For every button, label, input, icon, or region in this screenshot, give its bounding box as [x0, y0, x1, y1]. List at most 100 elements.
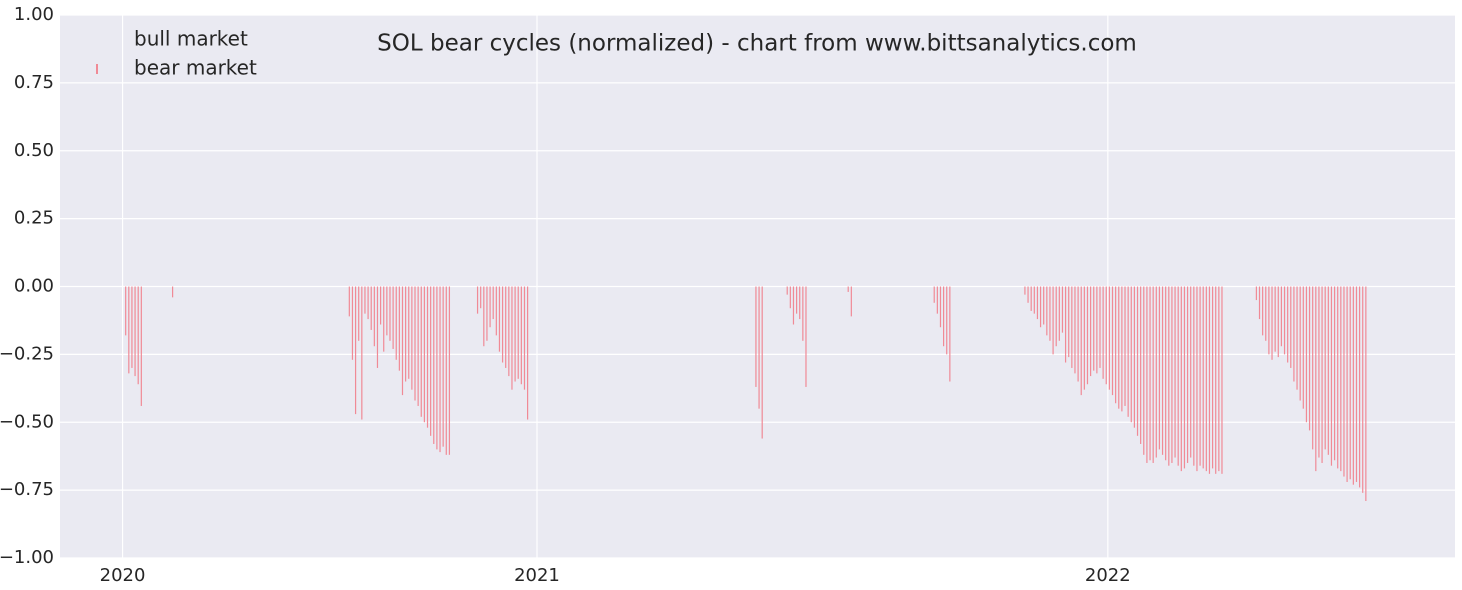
bar — [1024, 286, 1026, 295]
bar — [527, 286, 529, 420]
bar — [1124, 286, 1126, 406]
bar — [486, 286, 488, 341]
bar — [1130, 286, 1132, 423]
bar — [1174, 286, 1176, 458]
bar — [523, 286, 526, 390]
bar — [755, 286, 757, 387]
bar — [501, 286, 504, 363]
bar — [1043, 286, 1045, 325]
bar — [1080, 286, 1082, 396]
x-tick-label: 2022 — [1085, 565, 1131, 586]
bar — [398, 286, 400, 371]
bar — [1208, 286, 1211, 474]
bar — [1321, 286, 1323, 463]
bar — [1171, 286, 1173, 463]
y-tick-label: 0.00 — [14, 276, 54, 297]
bar — [1111, 286, 1114, 396]
bar — [1083, 286, 1085, 390]
bar — [1055, 286, 1057, 347]
bar — [1074, 286, 1076, 374]
bar — [1293, 286, 1295, 382]
bar — [1030, 286, 1032, 311]
bar — [1262, 286, 1264, 336]
y-tick-label: 1.00 — [14, 4, 54, 25]
bar — [137, 286, 139, 385]
y-tick-label: −0.50 — [0, 411, 54, 432]
bar — [1027, 286, 1029, 303]
bar — [1215, 286, 1217, 474]
bar — [1064, 286, 1067, 363]
bar — [1158, 286, 1161, 450]
bar — [411, 286, 413, 390]
bar — [805, 286, 807, 387]
bar — [128, 286, 130, 374]
bar — [1121, 286, 1123, 412]
bar — [1274, 286, 1276, 352]
bar — [1221, 286, 1223, 474]
bar — [939, 286, 942, 328]
bar — [802, 286, 804, 341]
bar — [1033, 286, 1035, 314]
bar — [386, 286, 388, 336]
bar — [383, 286, 385, 352]
bar — [1365, 286, 1367, 501]
bar — [134, 286, 136, 377]
bar — [1136, 286, 1139, 436]
bar — [1268, 286, 1270, 355]
bar — [348, 286, 350, 317]
bar — [792, 286, 795, 325]
bar — [847, 286, 849, 292]
bar — [389, 286, 391, 341]
bar — [420, 286, 422, 417]
chart-title: SOL bear cycles (normalized) - chart fro… — [377, 31, 1137, 57]
bar — [448, 286, 451, 455]
bar — [1305, 286, 1308, 423]
bar — [1096, 286, 1098, 374]
bar — [1058, 286, 1060, 341]
bar — [1190, 286, 1192, 458]
bar — [1333, 286, 1336, 461]
bar — [392, 286, 394, 349]
bar — [1118, 286, 1120, 409]
bar — [364, 286, 366, 314]
bar — [172, 286, 174, 298]
bar — [1302, 286, 1304, 409]
y-tick-label: 0.50 — [14, 140, 54, 161]
bar — [423, 286, 425, 423]
bar — [943, 286, 945, 347]
bar — [408, 286, 410, 379]
bar — [1046, 286, 1048, 336]
bar — [373, 286, 375, 347]
bar — [1218, 286, 1220, 472]
bar — [1255, 286, 1257, 301]
bar — [1140, 286, 1142, 444]
bar — [517, 286, 519, 379]
bar — [1146, 286, 1148, 463]
bar — [1362, 286, 1364, 493]
bar — [445, 286, 447, 455]
bar — [1315, 286, 1317, 472]
bar — [476, 286, 479, 314]
bar — [1312, 286, 1314, 450]
bar — [933, 286, 935, 303]
bar — [508, 286, 510, 377]
bar — [786, 286, 788, 295]
bar — [1099, 286, 1101, 368]
bar — [495, 286, 497, 336]
bar — [351, 286, 354, 360]
bar — [492, 286, 494, 320]
bar — [1143, 286, 1145, 455]
bar — [1346, 286, 1348, 482]
bar — [1211, 286, 1214, 469]
x-tick-label: 2021 — [514, 565, 560, 586]
bar — [361, 286, 363, 420]
legend-label: bear market — [134, 56, 257, 80]
bar — [1352, 286, 1354, 485]
bar — [1090, 286, 1092, 377]
bar — [140, 286, 142, 406]
bar — [1186, 286, 1189, 463]
bar — [1324, 286, 1326, 450]
bar — [1349, 286, 1351, 480]
bar — [1296, 286, 1298, 390]
